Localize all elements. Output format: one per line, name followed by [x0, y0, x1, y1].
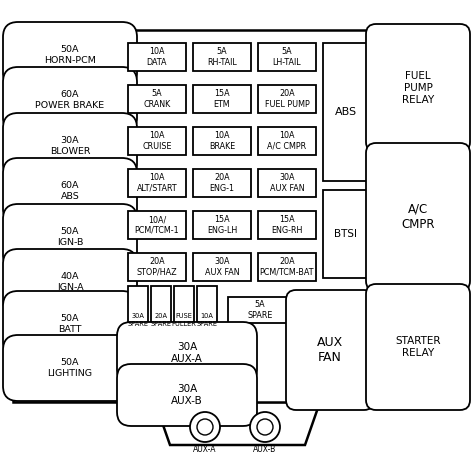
Bar: [258, 169, 316, 197]
Text: 15A
ENG-LH: 15A ENG-LH: [207, 215, 237, 235]
FancyBboxPatch shape: [3, 158, 137, 224]
Bar: [323, 43, 369, 181]
Text: 30A
AUX FAN: 30A AUX FAN: [270, 173, 304, 193]
FancyBboxPatch shape: [366, 143, 470, 291]
FancyBboxPatch shape: [3, 249, 137, 315]
Bar: [197, 286, 217, 354]
Bar: [258, 43, 316, 71]
Bar: [128, 127, 186, 155]
Bar: [258, 85, 316, 113]
Text: 15A
ETM: 15A ETM: [214, 89, 230, 109]
Text: 30A
SPARE: 30A SPARE: [128, 313, 148, 327]
Text: FUEL
PUMP
RELAY: FUEL PUMP RELAY: [402, 72, 434, 105]
FancyBboxPatch shape: [3, 335, 137, 401]
Bar: [193, 127, 251, 155]
Text: 5A
LH-TAIL: 5A LH-TAIL: [273, 47, 301, 67]
Text: STARTER
RELAY: STARTER RELAY: [395, 336, 441, 358]
Bar: [258, 211, 316, 239]
FancyBboxPatch shape: [3, 291, 137, 357]
FancyBboxPatch shape: [117, 322, 257, 384]
Text: 50A
LIGHTING: 50A LIGHTING: [47, 358, 92, 378]
FancyBboxPatch shape: [286, 290, 374, 410]
Text: 15A
ENG-RH: 15A ENG-RH: [271, 215, 303, 235]
Text: 10A
A/C CMPR: 10A A/C CMPR: [267, 131, 307, 151]
Bar: [258, 127, 316, 155]
FancyBboxPatch shape: [3, 67, 137, 133]
Text: 30A
AUX FAN: 30A AUX FAN: [205, 257, 239, 277]
Text: 10A
SPARE: 10A SPARE: [197, 313, 218, 327]
Text: 20A
ENG-1: 20A ENG-1: [210, 173, 235, 193]
Text: ABS: ABS: [335, 107, 357, 117]
Text: 10A
ALT/START: 10A ALT/START: [137, 173, 177, 193]
Text: 50A
IGN-B: 50A IGN-B: [57, 228, 83, 246]
Text: 60A
POWER BRAKE: 60A POWER BRAKE: [36, 91, 105, 109]
Text: 40A
IGN-A: 40A IGN-A: [57, 272, 83, 292]
Bar: [258, 253, 316, 281]
Bar: [193, 253, 251, 281]
Text: 50A
HORN-PCM: 50A HORN-PCM: [44, 46, 96, 64]
Bar: [151, 286, 171, 354]
Text: FUSE
PULLER: FUSE PULLER: [172, 313, 196, 327]
Text: BTSI: BTSI: [335, 229, 357, 239]
Bar: [13, 30, 461, 402]
Bar: [193, 211, 251, 239]
Bar: [193, 169, 251, 197]
Text: AUX-B: AUX-B: [254, 446, 277, 455]
Bar: [128, 286, 148, 354]
FancyBboxPatch shape: [3, 204, 137, 270]
Text: A/C
CMPR: A/C CMPR: [401, 203, 435, 231]
Text: 20A
SPARE: 20A SPARE: [151, 313, 172, 327]
Text: 20A
FUEL PUMP: 20A FUEL PUMP: [264, 89, 310, 109]
Text: 60A
ABS: 60A ABS: [61, 181, 79, 201]
Text: 5A
RH-TAIL: 5A RH-TAIL: [207, 47, 237, 67]
Bar: [174, 286, 194, 354]
Text: 5A
CRANK: 5A CRANK: [143, 89, 171, 109]
Bar: [193, 85, 251, 113]
Text: 10A
CRUISE: 10A CRUISE: [142, 131, 172, 151]
FancyBboxPatch shape: [3, 22, 137, 88]
FancyBboxPatch shape: [3, 113, 137, 179]
Bar: [193, 43, 251, 71]
Bar: [128, 169, 186, 197]
Text: 5A
SPARE: 5A SPARE: [247, 301, 273, 319]
Text: 10A/
PCM/TCM-1: 10A/ PCM/TCM-1: [135, 215, 179, 235]
FancyBboxPatch shape: [366, 24, 470, 152]
Bar: [128, 43, 186, 71]
Text: 50A
BATT: 50A BATT: [58, 314, 82, 334]
Circle shape: [257, 419, 273, 435]
Circle shape: [250, 412, 280, 442]
Text: 30A
AUX-B: 30A AUX-B: [171, 384, 203, 406]
Bar: [323, 190, 369, 278]
Text: 10A
DATA: 10A DATA: [147, 47, 167, 67]
Circle shape: [197, 419, 213, 435]
Bar: [128, 253, 186, 281]
FancyBboxPatch shape: [366, 284, 470, 410]
Bar: [128, 211, 186, 239]
Text: 30A
BLOWER: 30A BLOWER: [50, 137, 90, 155]
Text: 20A
PCM/TCM-BAT: 20A PCM/TCM-BAT: [260, 257, 314, 277]
Bar: [128, 85, 186, 113]
FancyBboxPatch shape: [117, 364, 257, 426]
Text: 20A
STOP/HAZ: 20A STOP/HAZ: [137, 257, 177, 277]
Text: AUX-A: AUX-A: [193, 446, 217, 455]
Bar: [228, 297, 292, 323]
Text: 10A
BRAKE: 10A BRAKE: [209, 131, 235, 151]
Text: AUX
FAN: AUX FAN: [317, 336, 343, 364]
Circle shape: [190, 412, 220, 442]
Polygon shape: [155, 402, 320, 445]
Text: 30A
AUX-A: 30A AUX-A: [171, 342, 203, 364]
